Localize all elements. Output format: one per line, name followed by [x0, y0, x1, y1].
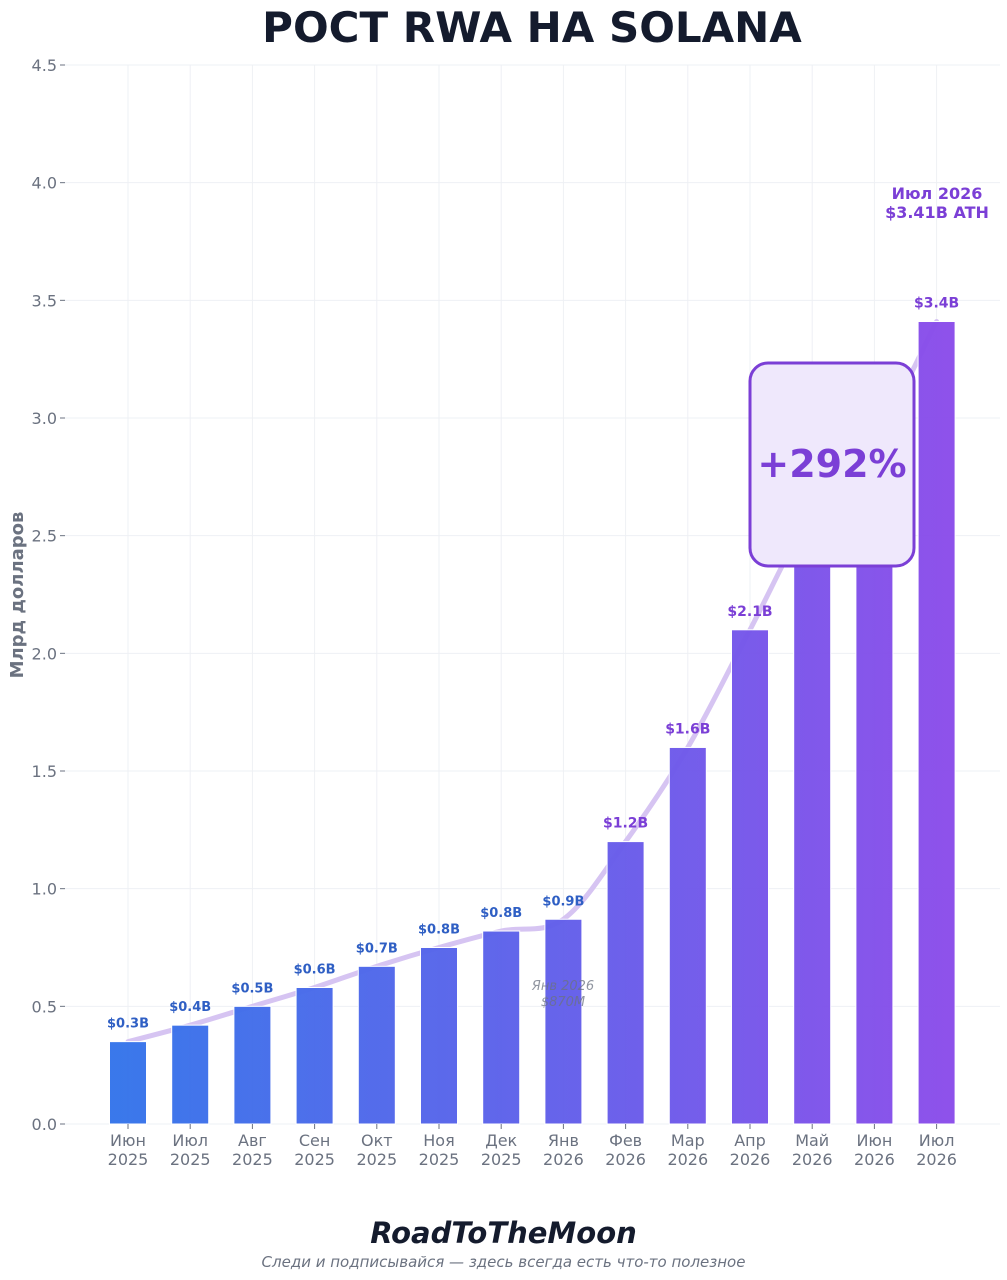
ath-annotation-value: $3.41B ATH [885, 203, 989, 222]
bar [793, 511, 832, 1125]
bar-value-label: $0.9B [542, 894, 584, 909]
bar-value-label: $1.2B [603, 816, 648, 832]
bar [544, 918, 583, 1125]
y-tick-label: 3.5 [32, 291, 57, 310]
y-tick-label: 4.0 [32, 174, 57, 193]
ath-annotation-month: Июл 2026 [892, 184, 983, 203]
x-tick-label-month: Май [795, 1131, 829, 1150]
x-tick-label-month: Апр [734, 1131, 766, 1150]
y-tick-label: 3.0 [32, 409, 57, 428]
bar-value-label: $0.8B [480, 906, 522, 921]
x-tick-label-year: 2025 [232, 1150, 273, 1169]
growth-badge-box [748, 361, 916, 568]
x-tick-label-month: Июл [919, 1131, 955, 1150]
x-tick-label-year: 2025 [356, 1150, 397, 1169]
faint-annotation-month: Янв 2026 [531, 979, 594, 994]
y-axis-label: Млрд долларов [7, 512, 28, 679]
bar [420, 947, 458, 1125]
bar-value-label: $0.3B [107, 1017, 149, 1032]
y-tick-label: 2.5 [32, 527, 57, 546]
chart-title: РОСТ RWA НА SOLANA [262, 3, 802, 52]
y-tick-label: 1.5 [32, 762, 57, 781]
bar [171, 1024, 210, 1125]
bar [295, 987, 334, 1125]
x-tick-label-year: 2025 [481, 1150, 522, 1169]
bar-value-label: $3.4B [914, 296, 959, 312]
x-tick-label-year: 2025 [170, 1150, 211, 1169]
x-tick-label-year: 2026 [667, 1150, 708, 1169]
x-tick-label-year: 2026 [730, 1150, 771, 1169]
y-tick-label: 0.0 [32, 1115, 57, 1134]
bar [482, 930, 521, 1125]
x-tick-label-month: Июл [172, 1131, 208, 1150]
bar [668, 746, 707, 1125]
bar-value-label: $0.4B [169, 1000, 211, 1015]
bar-value-label: $0.5B [231, 981, 273, 996]
bar [233, 1005, 272, 1125]
footer-brand: RoadToTheMoon [370, 1216, 637, 1250]
x-tick-label-month: Июн [110, 1131, 146, 1150]
x-tick-label-year: 2025 [419, 1150, 460, 1169]
bar-value-label: $1.6B [665, 721, 710, 737]
faint-annotation-value: $870M [541, 995, 585, 1010]
x-tick-label-year: 2026 [854, 1150, 895, 1169]
bar [109, 1041, 147, 1125]
x-tick-label-year: 2026 [605, 1150, 646, 1169]
bar-value-label: $0.6B [294, 963, 336, 978]
x-tick-label-year: 2026 [543, 1150, 584, 1169]
x-tick-label-year: 2026 [916, 1150, 957, 1169]
y-tick-label: 2.0 [32, 644, 57, 663]
bar [606, 841, 645, 1125]
bar-value-label: $0.8B [418, 923, 460, 938]
bar [917, 321, 956, 1125]
x-tick-label-year: 2026 [792, 1150, 833, 1169]
rwa-growth-chart: РОСТ RWA НА SOLANA Млрд долларов $0.3B $0… [7, 3, 1000, 1169]
x-tick-label-year: 2025 [294, 1150, 335, 1169]
bar-value-label: $2.1B [727, 604, 772, 620]
x-tick-label-month: Фев [609, 1131, 642, 1150]
x-tick-label-month: Ноя [423, 1131, 454, 1150]
y-tick-label: 1.0 [32, 880, 57, 899]
x-tick-label-month: Сен [299, 1131, 330, 1150]
y-tick-label: 0.5 [32, 997, 57, 1016]
x-tick-label-month: Мар [671, 1131, 705, 1150]
x-tick-label-month: Янв [548, 1131, 579, 1150]
bar [731, 629, 769, 1125]
x-tick-label-month: Июн [856, 1131, 892, 1150]
growth-badge-text: +292% [757, 442, 906, 486]
x-tick-label-month: Окт [361, 1131, 393, 1150]
footer-subtitle: Следи и подписывайся — здесь всегда есть… [261, 1253, 746, 1271]
bar-value-label: $0.7B [356, 941, 398, 956]
x-tick-label-month: Дек [485, 1131, 517, 1150]
x-tick-label-year: 2025 [108, 1150, 149, 1169]
y-tick-label: 4.5 [32, 56, 57, 75]
bar [357, 965, 396, 1125]
x-tick-label-month: Авг [238, 1131, 267, 1150]
